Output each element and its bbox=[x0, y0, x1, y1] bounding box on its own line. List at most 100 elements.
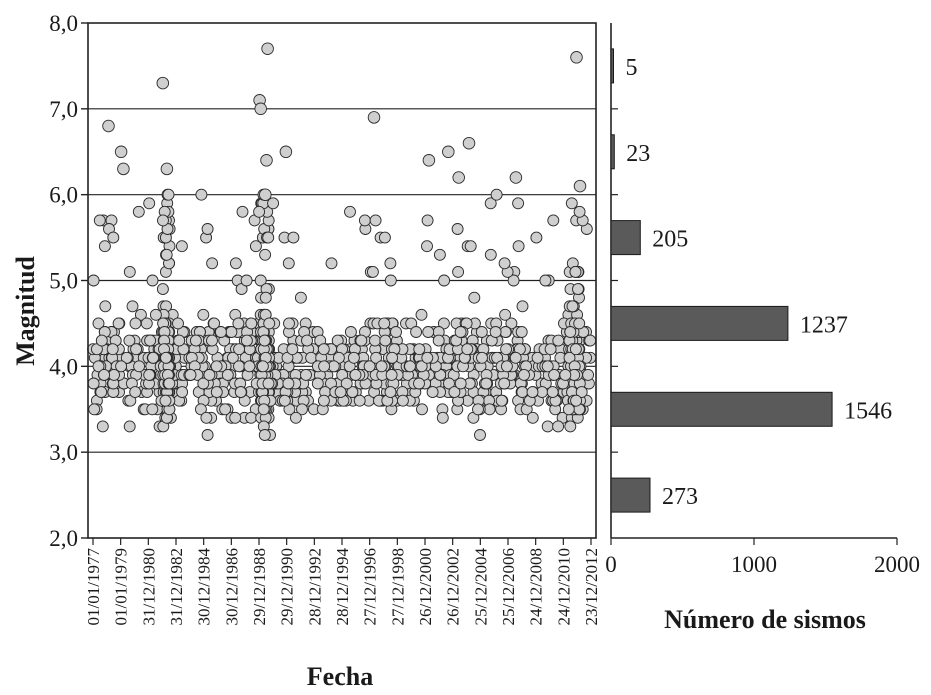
data-point bbox=[233, 360, 245, 373]
data-point bbox=[384, 274, 397, 287]
data-point bbox=[258, 334, 271, 347]
data-point bbox=[355, 334, 368, 347]
data-point bbox=[99, 300, 112, 313]
data-point bbox=[448, 386, 461, 399]
data-point bbox=[464, 240, 477, 253]
x-tick-label: 28/12/1992 bbox=[305, 548, 324, 625]
histogram-bar-label: 205 bbox=[652, 227, 688, 253]
data-point bbox=[565, 197, 578, 210]
histogram-bar bbox=[610, 305, 789, 341]
data-point bbox=[129, 317, 142, 330]
data-point bbox=[107, 231, 120, 244]
data-point bbox=[95, 334, 108, 347]
data-point bbox=[452, 171, 465, 184]
data-point bbox=[421, 240, 433, 253]
data-point bbox=[146, 274, 159, 287]
x-tick-label: 27/12/1998 bbox=[388, 548, 407, 625]
y-tick-label: 7,0 bbox=[49, 97, 78, 122]
data-point bbox=[384, 257, 397, 270]
data-point bbox=[253, 205, 266, 218]
data-point bbox=[234, 386, 247, 399]
data-point bbox=[512, 197, 525, 210]
data-point bbox=[243, 360, 256, 373]
data-point bbox=[300, 368, 312, 381]
data-point bbox=[404, 360, 416, 373]
y-tick-label: 6,0 bbox=[49, 183, 78, 208]
data-point bbox=[476, 351, 488, 364]
histogram-bar bbox=[610, 477, 651, 513]
data-point bbox=[134, 308, 147, 321]
histogram-x-tick-label: 0 bbox=[605, 552, 617, 577]
histogram-bar-label: 5 bbox=[626, 55, 638, 81]
data-point bbox=[413, 343, 426, 356]
histogram-x-tick-label: 2000 bbox=[874, 552, 920, 577]
data-point bbox=[509, 171, 523, 184]
data-point bbox=[546, 386, 559, 399]
data-point bbox=[416, 403, 428, 416]
data-point bbox=[500, 360, 513, 373]
data-point bbox=[484, 248, 497, 261]
x-tick-label: 25/12/2006 bbox=[499, 548, 518, 625]
histogram-x-tick-label: 1000 bbox=[731, 552, 777, 577]
data-point bbox=[263, 317, 276, 330]
data-point bbox=[245, 317, 258, 330]
data-point bbox=[396, 394, 409, 407]
data-point bbox=[547, 214, 560, 227]
data-point bbox=[432, 334, 445, 347]
data-point bbox=[203, 368, 216, 381]
data-point bbox=[369, 334, 381, 347]
x-tick-label: 01/01/1977 bbox=[84, 548, 103, 626]
data-point bbox=[259, 291, 272, 304]
data-point bbox=[526, 411, 539, 424]
data-point bbox=[461, 343, 474, 356]
scatter-points bbox=[87, 42, 597, 441]
data-point bbox=[114, 145, 128, 159]
data-point bbox=[184, 368, 197, 381]
data-point bbox=[96, 420, 109, 433]
data-point bbox=[495, 394, 508, 407]
data-point bbox=[531, 351, 544, 364]
histogram-bar bbox=[610, 391, 833, 427]
data-point bbox=[189, 334, 202, 347]
data-point bbox=[289, 411, 302, 424]
x-tick-label: 26/12/2000 bbox=[416, 548, 435, 625]
data-point bbox=[378, 317, 391, 330]
data-point bbox=[123, 420, 136, 433]
data-point bbox=[259, 188, 272, 201]
data-point bbox=[515, 326, 528, 338]
histogram-bar-label: 1546 bbox=[844, 398, 892, 424]
data-point bbox=[232, 317, 245, 330]
data-point bbox=[552, 420, 565, 433]
data-point bbox=[507, 274, 520, 287]
data-point bbox=[282, 257, 295, 270]
data-point bbox=[311, 377, 324, 390]
data-point bbox=[172, 317, 184, 330]
histogram-bar bbox=[610, 48, 614, 84]
data-point bbox=[516, 300, 529, 313]
data-point bbox=[505, 317, 518, 330]
data-point bbox=[490, 188, 503, 201]
data-point bbox=[386, 351, 399, 364]
data-point bbox=[489, 326, 502, 338]
data-point bbox=[569, 265, 582, 278]
x-tick-label: 31/12/1982 bbox=[167, 548, 186, 625]
data-point bbox=[260, 154, 273, 167]
x-tick-label: 30/12/1986 bbox=[222, 548, 241, 625]
data-point bbox=[123, 265, 136, 278]
data-point bbox=[334, 386, 347, 399]
histogram-bar-label: 1237 bbox=[800, 312, 848, 338]
data-point bbox=[200, 411, 213, 424]
data-point bbox=[363, 360, 376, 373]
data-point bbox=[509, 351, 522, 364]
data-point bbox=[157, 214, 169, 227]
data-point bbox=[147, 351, 160, 364]
data-point bbox=[451, 223, 464, 235]
data-point bbox=[437, 317, 450, 330]
data-point bbox=[566, 300, 579, 313]
data-point bbox=[573, 205, 586, 218]
data-point bbox=[347, 351, 360, 364]
x-tick-label: 31/12/1980 bbox=[139, 548, 158, 625]
data-point bbox=[369, 214, 382, 227]
data-point bbox=[130, 343, 143, 356]
data-point bbox=[259, 248, 272, 261]
